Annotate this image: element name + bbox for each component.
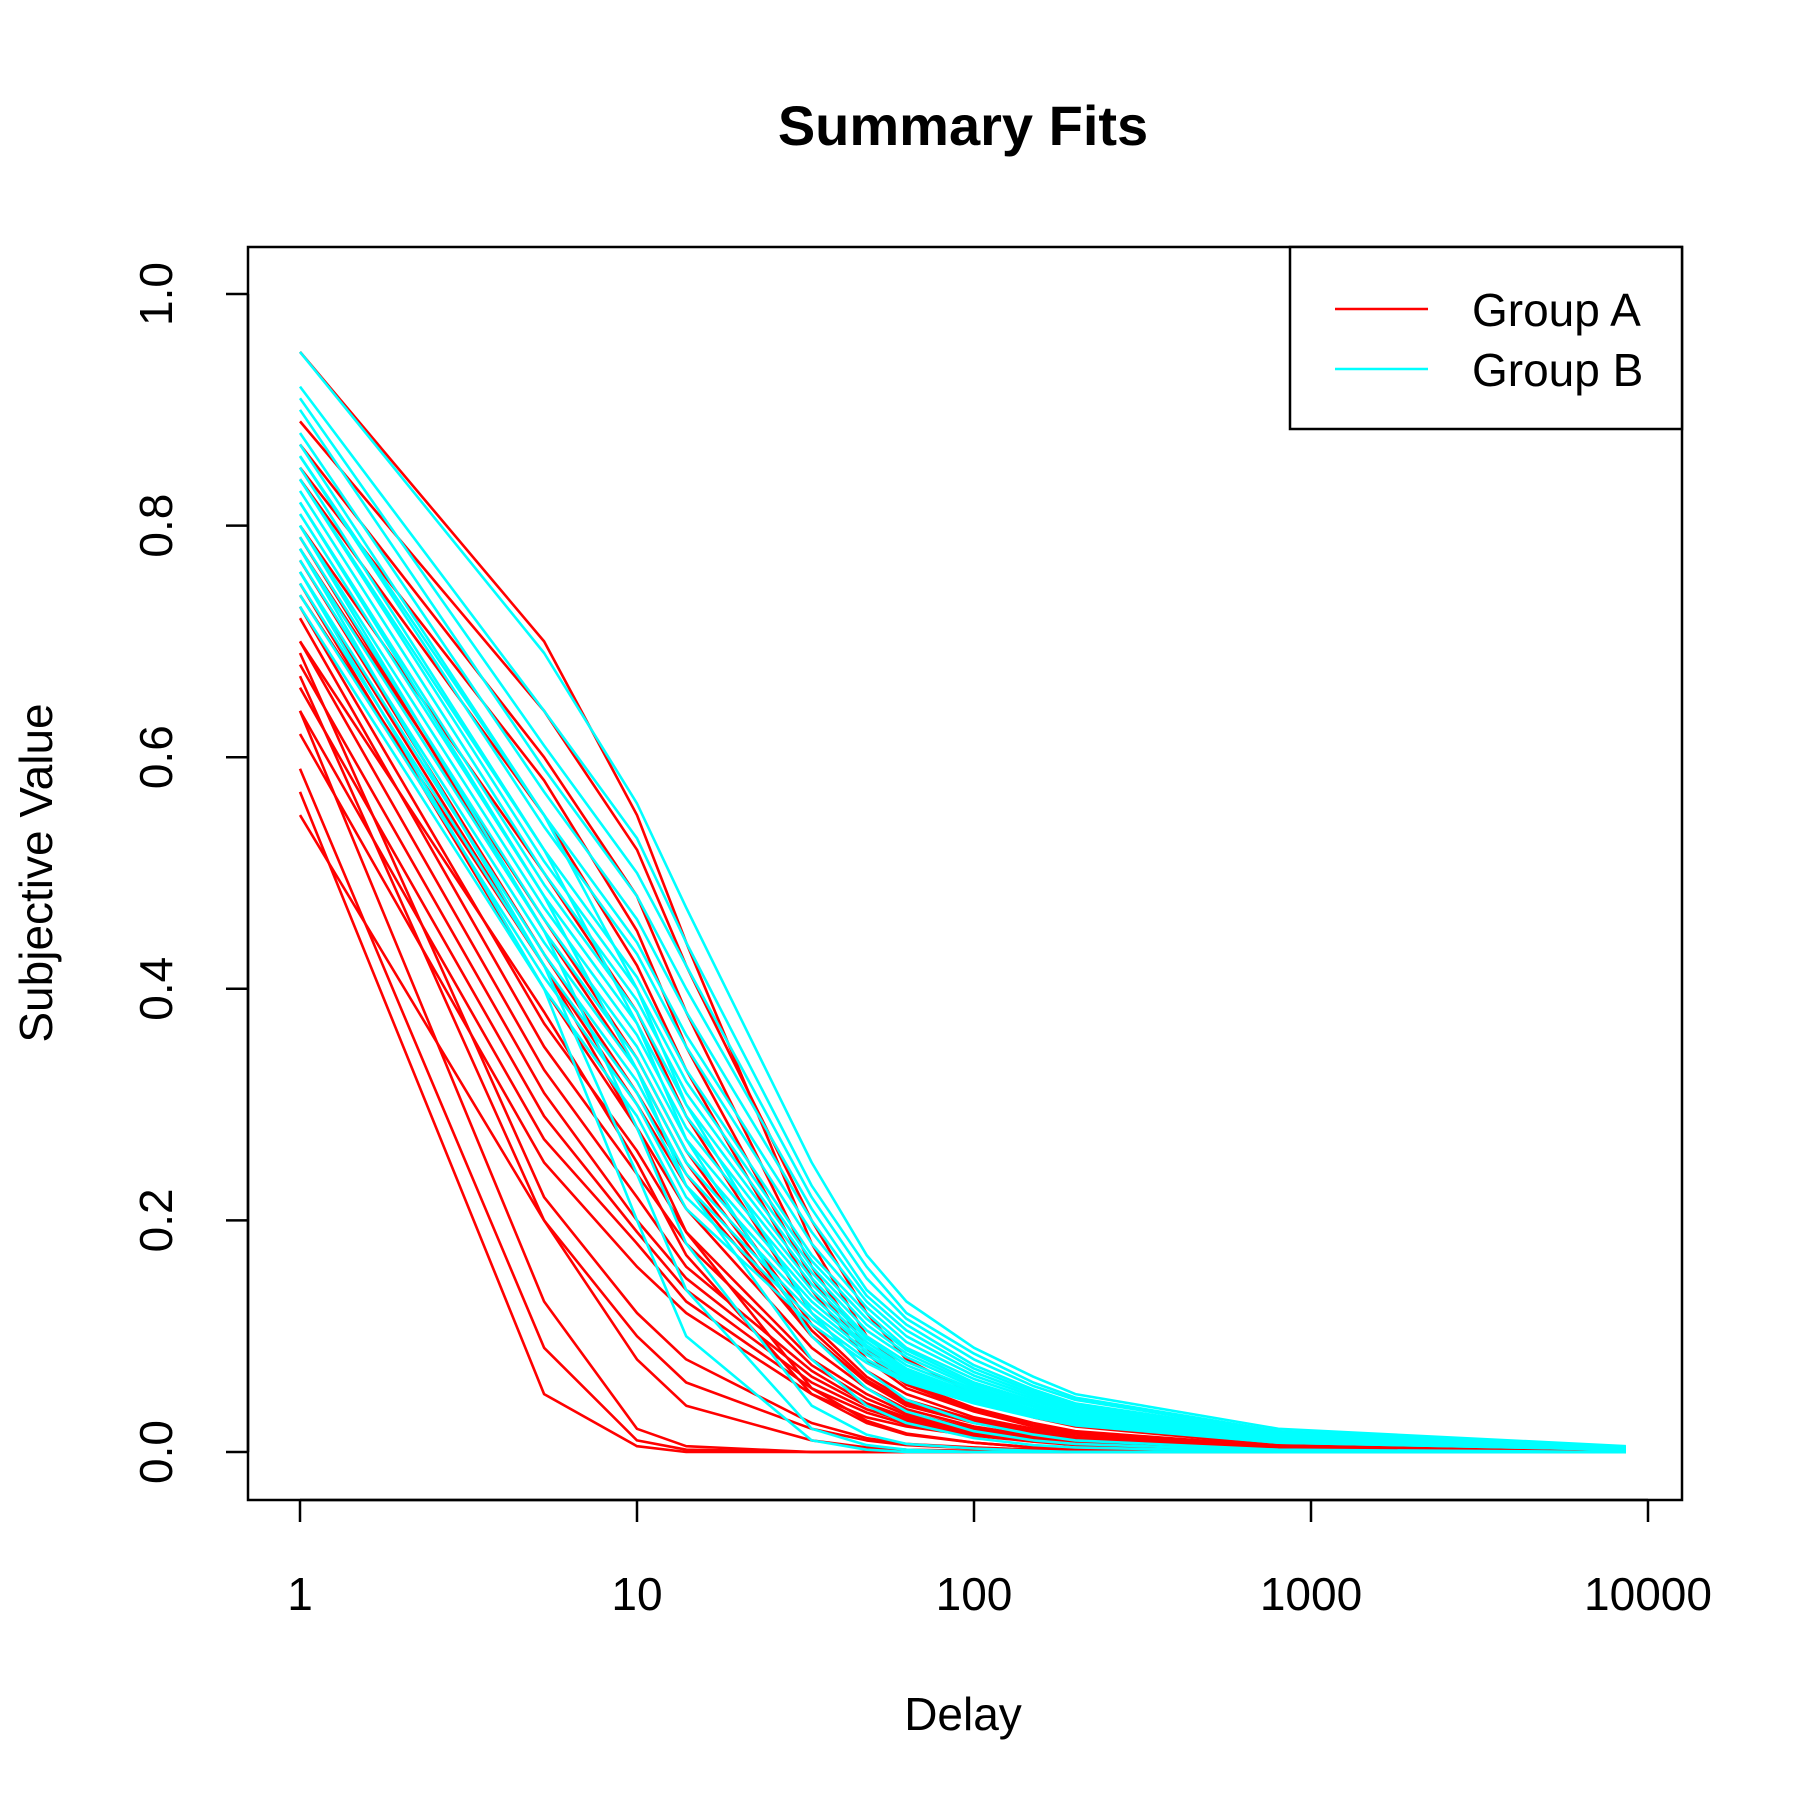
series-group-b-line-22 bbox=[298, 478, 1626, 1454]
series-group-b-line-4 bbox=[298, 409, 1626, 1449]
series-group-b-line-2 bbox=[298, 385, 1626, 1449]
series-group-a-line-1 bbox=[299, 351, 1626, 1453]
x-tick-label-1000: 1000 bbox=[1260, 1568, 1362, 1620]
series-group-b-line-9 bbox=[298, 478, 1626, 1450]
series-group-b-line-23 bbox=[298, 501, 1626, 1454]
series-group-b-line-1 bbox=[298, 351, 1626, 1448]
legend: Group A Group B bbox=[1288, 245, 1684, 431]
x-tick-label-10000: 10000 bbox=[1584, 1568, 1712, 1620]
series-group-b-line-26 bbox=[298, 571, 1626, 1454]
legend-box bbox=[1288, 245, 1684, 431]
y-tick-label-0.4: 0.4 bbox=[130, 957, 182, 1021]
x-tick-label-10: 10 bbox=[611, 1568, 662, 1620]
lines-layer bbox=[298, 351, 1626, 1454]
y-tick-label-0.8: 0.8 bbox=[130, 494, 182, 558]
series-group-b-line-5 bbox=[298, 432, 1626, 1450]
y-tick-label-0.0: 0.0 bbox=[130, 1420, 182, 1484]
x-tick-label-100: 100 bbox=[936, 1568, 1013, 1620]
series-group-b-line-6 bbox=[298, 443, 1626, 1450]
y-tick-label-1.0: 1.0 bbox=[130, 262, 182, 326]
y-tick-label-0.6: 0.6 bbox=[130, 725, 182, 789]
chart-title: Summary Fits bbox=[778, 94, 1148, 157]
x-tick-label-1: 1 bbox=[287, 1568, 313, 1620]
series-group-b bbox=[298, 351, 1626, 1454]
x-axis-label: Delay bbox=[904, 1688, 1022, 1740]
legend-label-group-b: Group B bbox=[1472, 344, 1643, 396]
x-axis: 1 10 100 1000 10000 bbox=[287, 1498, 1712, 1620]
y-axis: 0.0 0.2 0.4 0.6 0.8 1.0 bbox=[130, 262, 250, 1484]
legend-label-group-a: Group A bbox=[1472, 284, 1641, 336]
series-group-b-line-3 bbox=[298, 397, 1626, 1449]
series-group-b-line-21 bbox=[298, 455, 1626, 1454]
y-axis-label: Subjective Value bbox=[10, 703, 62, 1042]
y-tick-label-0.2: 0.2 bbox=[130, 1188, 182, 1252]
